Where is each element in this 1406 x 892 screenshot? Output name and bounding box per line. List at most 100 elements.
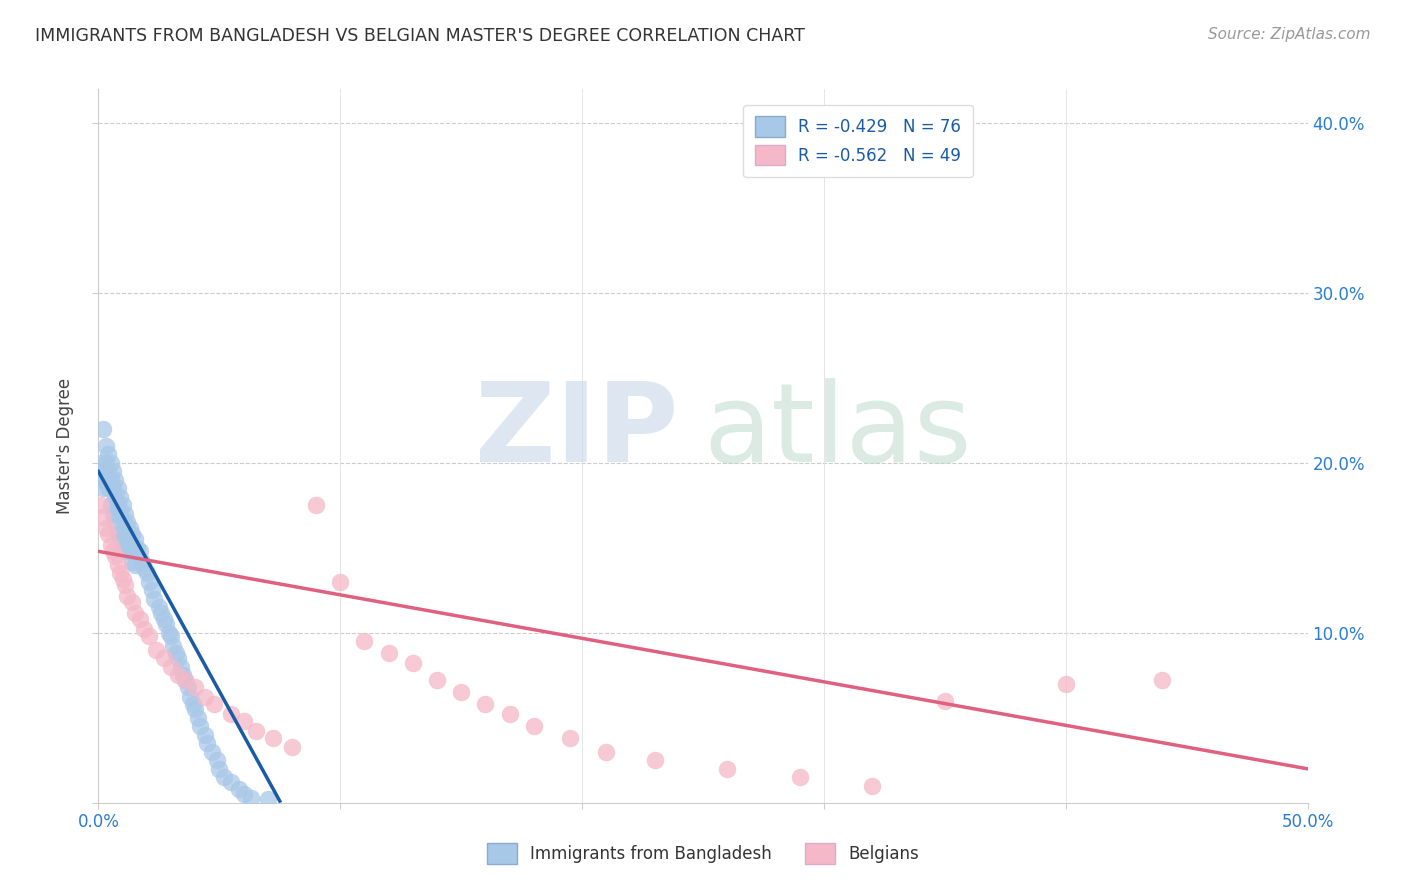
Y-axis label: Master's Degree: Master's Degree	[56, 378, 75, 514]
Point	[101, 482, 124, 496]
Point	[94, 520, 117, 534]
Point	[160, 660, 183, 674]
Point	[94, 456, 117, 470]
Point	[97, 448, 120, 462]
Point	[117, 589, 139, 603]
Point	[97, 527, 120, 541]
Point	[353, 634, 375, 648]
Point	[138, 629, 160, 643]
Point	[184, 702, 207, 716]
Point	[157, 626, 180, 640]
Point	[111, 499, 134, 513]
Point	[195, 736, 218, 750]
Point	[111, 516, 134, 530]
Point	[239, 790, 262, 805]
Point	[91, 422, 114, 436]
Point	[100, 473, 122, 487]
Point	[305, 499, 328, 513]
Text: ZIP: ZIP	[475, 378, 679, 485]
Point	[232, 787, 254, 801]
Point	[117, 516, 139, 530]
Point	[124, 533, 146, 547]
Point	[208, 762, 231, 776]
Point	[152, 612, 174, 626]
Point	[134, 623, 156, 637]
Point	[145, 643, 167, 657]
Point	[100, 456, 122, 470]
Point	[117, 537, 139, 551]
Point	[1152, 673, 1174, 688]
Point	[245, 724, 267, 739]
Point	[114, 578, 136, 592]
Point	[128, 612, 150, 626]
Text: IMMIGRANTS FROM BANGLADESH VS BELGIAN MASTER'S DEGREE CORRELATION CHART: IMMIGRANTS FROM BANGLADESH VS BELGIAN MA…	[35, 27, 806, 45]
Point	[114, 527, 136, 541]
Point	[97, 465, 120, 479]
Point	[716, 762, 738, 776]
Point	[474, 698, 496, 712]
Point	[131, 555, 153, 569]
Point	[118, 520, 141, 534]
Point	[104, 473, 127, 487]
Point	[201, 745, 224, 759]
Point	[184, 680, 207, 694]
Point	[194, 728, 217, 742]
Legend: R = -0.429   N = 76, R = -0.562   N = 49: R = -0.429 N = 76, R = -0.562 N = 49	[744, 104, 973, 177]
Point	[91, 482, 114, 496]
Point	[162, 640, 184, 654]
Point	[221, 775, 243, 789]
Point	[91, 465, 114, 479]
Point	[204, 698, 226, 712]
Point	[94, 439, 117, 453]
Point	[94, 473, 117, 487]
Point	[205, 753, 228, 767]
Point	[134, 561, 156, 575]
Point	[114, 507, 136, 521]
Point	[174, 673, 197, 688]
Point	[558, 731, 581, 746]
Point	[143, 591, 166, 606]
Point	[108, 566, 131, 581]
Point	[127, 541, 149, 555]
Point	[228, 782, 250, 797]
Point	[450, 685, 472, 699]
Point	[329, 574, 352, 589]
Point	[111, 544, 134, 558]
Point	[177, 680, 200, 694]
Point	[172, 668, 194, 682]
Point	[124, 558, 146, 572]
Point	[232, 714, 254, 729]
Point	[101, 507, 124, 521]
Point	[90, 499, 112, 513]
Point	[101, 465, 124, 479]
Point	[595, 745, 617, 759]
Point	[179, 690, 201, 705]
Point	[187, 711, 209, 725]
Legend: Immigrants from Bangladesh, Belgians: Immigrants from Bangladesh, Belgians	[479, 837, 927, 871]
Point	[111, 572, 134, 586]
Point	[860, 779, 883, 793]
Point	[281, 739, 304, 754]
Point	[124, 606, 146, 620]
Point	[90, 456, 112, 470]
Point	[789, 770, 811, 784]
Point	[934, 694, 956, 708]
Point	[104, 549, 127, 564]
Point	[101, 544, 124, 558]
Point	[148, 600, 170, 615]
Point	[108, 507, 131, 521]
Point	[104, 516, 127, 530]
Point	[107, 558, 129, 572]
Point	[90, 473, 112, 487]
Point	[155, 617, 177, 632]
Point	[169, 660, 191, 674]
Point	[174, 673, 197, 688]
Point	[150, 606, 173, 620]
Point	[108, 533, 131, 547]
Point	[107, 527, 129, 541]
Point	[138, 574, 160, 589]
Point	[498, 707, 520, 722]
Point	[212, 770, 235, 784]
Point	[121, 595, 143, 609]
Point	[128, 544, 150, 558]
